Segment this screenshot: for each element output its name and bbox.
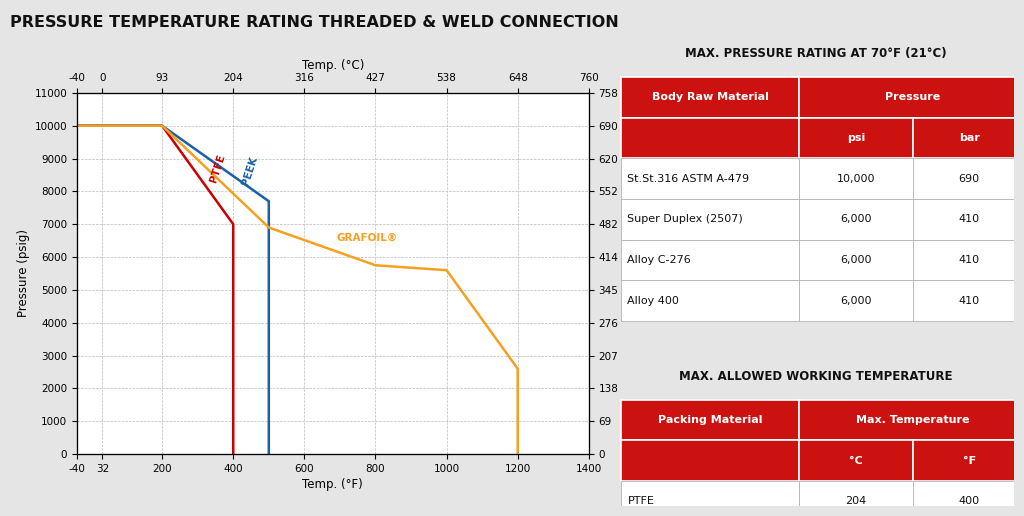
Text: PTFE: PTFE xyxy=(208,153,227,184)
Text: 10,000: 10,000 xyxy=(837,174,876,184)
Bar xyxy=(622,199,800,240)
Bar xyxy=(800,240,912,280)
Text: psi: psi xyxy=(847,133,865,143)
Text: MAX. ALLOWED WORKING TEMPERATURE: MAX. ALLOWED WORKING TEMPERATURE xyxy=(679,370,952,383)
Text: Body Raw Material: Body Raw Material xyxy=(652,92,769,102)
Bar xyxy=(912,441,1024,481)
Text: 400: 400 xyxy=(958,496,980,507)
X-axis label: Temp. (°F): Temp. (°F) xyxy=(302,478,364,491)
Bar xyxy=(622,481,800,516)
Y-axis label: Pressure (psig): Pressure (psig) xyxy=(17,230,30,317)
Bar xyxy=(622,441,800,481)
Text: 410: 410 xyxy=(958,296,980,306)
Text: 410: 410 xyxy=(958,214,980,224)
Bar xyxy=(912,240,1024,280)
Text: PRESSURE TEMPERATURE RATING THREADED & WELD CONNECTION: PRESSURE TEMPERATURE RATING THREADED & W… xyxy=(10,15,618,30)
Bar xyxy=(622,240,800,280)
Bar xyxy=(800,158,912,199)
Bar xyxy=(912,481,1024,516)
Bar xyxy=(912,280,1024,321)
Text: 204: 204 xyxy=(846,496,866,507)
Text: °F: °F xyxy=(963,456,976,466)
Text: PTFE: PTFE xyxy=(628,496,654,507)
Bar xyxy=(622,280,800,321)
Text: Alloy 400: Alloy 400 xyxy=(628,296,679,306)
Text: Pressure: Pressure xyxy=(885,92,940,102)
Text: 410: 410 xyxy=(958,255,980,265)
Text: 6,000: 6,000 xyxy=(841,255,871,265)
Text: St.St.316 ASTM A-479: St.St.316 ASTM A-479 xyxy=(628,174,750,184)
Text: Packing Material: Packing Material xyxy=(658,415,763,425)
Bar xyxy=(912,199,1024,240)
Text: Super Duplex (2507): Super Duplex (2507) xyxy=(628,214,743,224)
Bar xyxy=(800,400,1024,441)
Text: °C: °C xyxy=(849,456,863,466)
Y-axis label: Pressure (bar): Pressure (bar) xyxy=(623,232,636,315)
Bar xyxy=(622,400,800,441)
Text: MAX. PRESSURE RATING AT 70°F (21°C): MAX. PRESSURE RATING AT 70°F (21°C) xyxy=(685,47,946,60)
Text: 6,000: 6,000 xyxy=(841,296,871,306)
Text: PEEK: PEEK xyxy=(241,155,259,187)
Text: 6,000: 6,000 xyxy=(841,214,871,224)
Bar xyxy=(800,441,912,481)
Bar xyxy=(800,199,912,240)
Bar xyxy=(800,118,912,158)
Text: 690: 690 xyxy=(958,174,980,184)
Bar xyxy=(800,280,912,321)
Text: Max. Temperature: Max. Temperature xyxy=(856,415,970,425)
Bar xyxy=(622,77,800,118)
Bar xyxy=(800,481,912,516)
Bar xyxy=(622,118,800,158)
Bar xyxy=(800,77,1024,118)
X-axis label: Temp. (°C): Temp. (°C) xyxy=(302,59,364,72)
Bar xyxy=(622,158,800,199)
Text: GRAFOIL®: GRAFOIL® xyxy=(336,233,397,243)
Text: bar: bar xyxy=(958,133,980,143)
Bar xyxy=(912,118,1024,158)
Text: Alloy C-276: Alloy C-276 xyxy=(628,255,691,265)
Bar xyxy=(912,158,1024,199)
